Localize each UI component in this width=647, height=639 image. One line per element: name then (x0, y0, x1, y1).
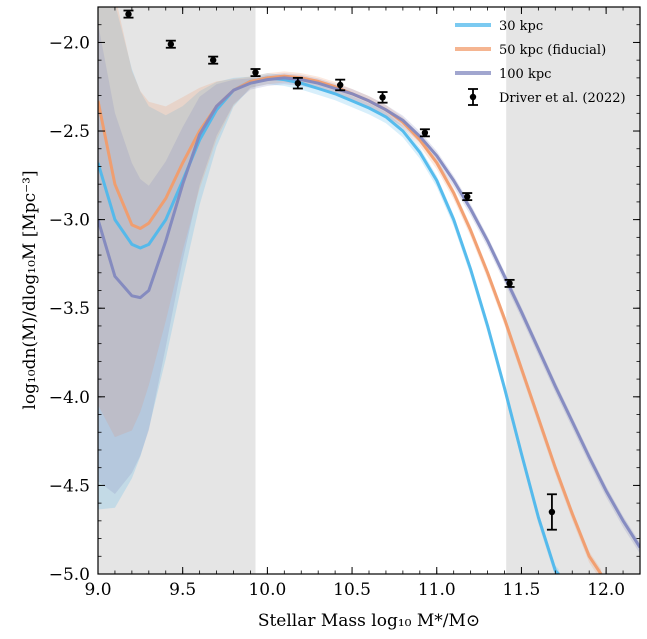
data-marker (125, 10, 132, 18)
legend-label: 50 kpc (fiducial) (499, 43, 606, 58)
data-point (123, 9, 134, 19)
y-tick-label: −5.0 (49, 565, 90, 585)
data-marker (421, 129, 429, 137)
data-point (165, 39, 176, 49)
x-tick-label: 10.5 (333, 580, 371, 600)
series-line-1 (98, 76, 560, 574)
axis-ticks: 9.0 9.5 10.0 10.5 11.0 11.5 12.0 −5.0 −4.5 −4.0 −3… (49, 6, 641, 600)
shaded-region-0 (98, 7, 256, 574)
data-marker (209, 56, 217, 64)
y-tick-label: −2.0 (49, 33, 90, 53)
x-axis-title: Stellar Mass log₁₀ M*/M⊙ (258, 611, 480, 631)
data-marker (379, 94, 386, 101)
data-point (377, 91, 388, 104)
y-tick-label: −4.5 (49, 476, 90, 496)
x-tick-label: 10.0 (248, 580, 286, 600)
data-marker (337, 81, 344, 89)
data-marker (464, 193, 471, 200)
data-point (504, 278, 515, 288)
data-point (335, 78, 346, 92)
y-tick-label: −2.5 (49, 122, 90, 142)
data-points (123, 9, 557, 531)
legend: 30 kpc 50 kpc (fiducial) 100 kpc Driver et … (455, 19, 626, 106)
data-point (419, 128, 430, 138)
legend-label: 100 kpc (499, 67, 551, 82)
x-tick-label: 9.0 (84, 580, 111, 600)
uncertainty-bands (98, 7, 640, 574)
shaded-regions (98, 7, 640, 574)
legend-label: Driver et al. (2022) (499, 91, 626, 106)
y-axis-title: log₁₀dn(M)/dlog₁₀M [Mpc⁻³] (20, 170, 40, 409)
data-marker (252, 69, 259, 76)
data-marker (167, 41, 175, 48)
data-marker (548, 508, 556, 516)
y-tick-label: −3.5 (49, 299, 90, 319)
legend-label: 30 kpc (499, 19, 543, 34)
series-line-3 (98, 76, 640, 549)
series-band-1 (98, 7, 559, 574)
y-tick-label: −3.0 (49, 211, 90, 231)
y-tick-label: −4.0 (49, 388, 90, 408)
x-tick-label: 9.5 (169, 580, 196, 600)
x-tick-label: 11.0 (418, 580, 456, 600)
data-marker (294, 79, 302, 87)
data-marker (506, 280, 513, 287)
x-tick-label: 12.0 (587, 580, 625, 600)
x-tick-label: 11.5 (503, 580, 541, 600)
data-point (250, 68, 261, 78)
data-point (208, 55, 219, 65)
data-point (546, 493, 557, 531)
data-point (292, 76, 303, 90)
legend-marker (469, 93, 477, 101)
data-point (462, 192, 473, 202)
